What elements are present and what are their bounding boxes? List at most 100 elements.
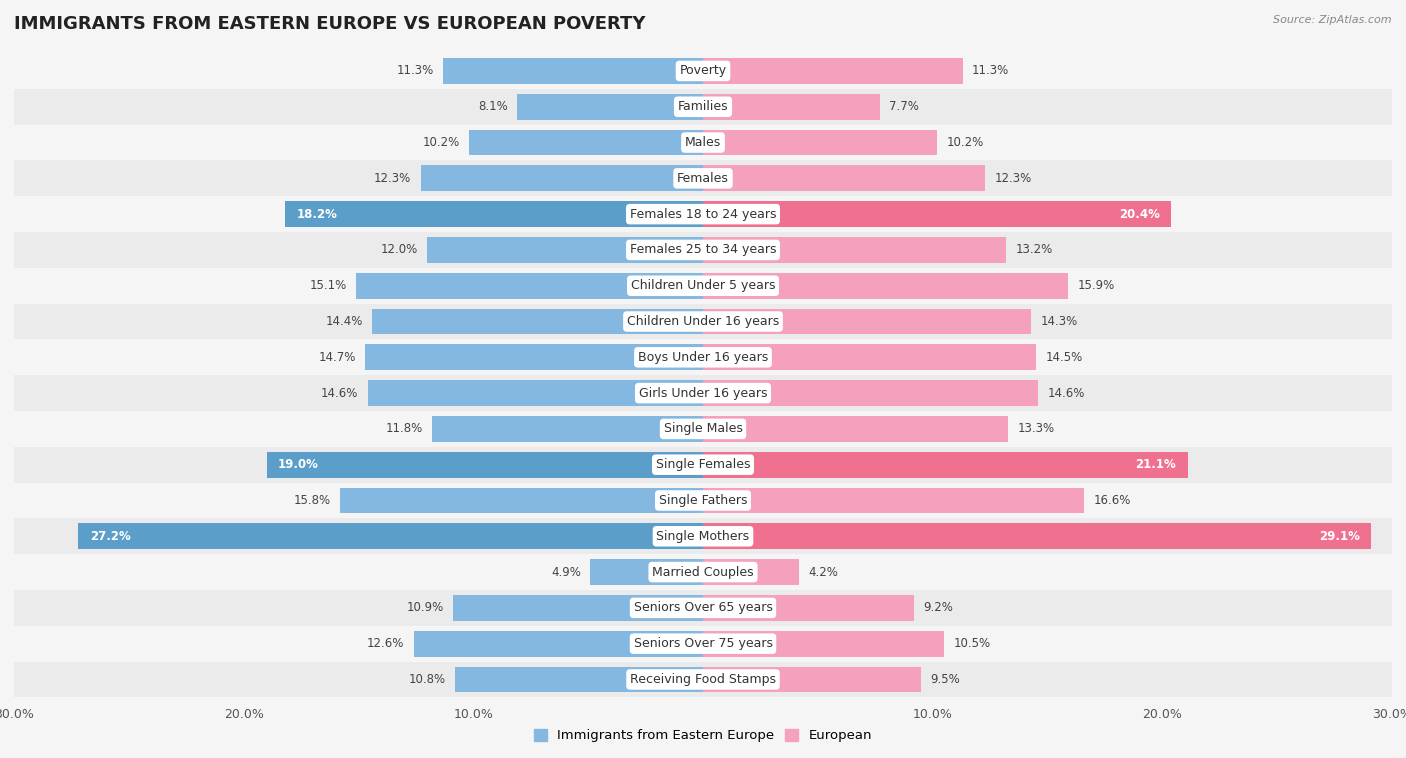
Text: 11.8%: 11.8% [385, 422, 423, 435]
Text: 14.6%: 14.6% [321, 387, 359, 399]
Bar [703, 273, 1069, 299]
Bar [14, 89, 1392, 124]
Bar [285, 201, 703, 227]
Text: 9.2%: 9.2% [924, 601, 953, 615]
Text: Children Under 16 years: Children Under 16 years [627, 315, 779, 328]
Text: 20.4%: 20.4% [1119, 208, 1160, 221]
Bar [356, 273, 703, 299]
Text: Seniors Over 65 years: Seniors Over 65 years [634, 601, 772, 615]
Text: Females 18 to 24 years: Females 18 to 24 years [630, 208, 776, 221]
Text: 14.6%: 14.6% [1047, 387, 1085, 399]
Text: 10.2%: 10.2% [946, 136, 984, 149]
Bar [420, 165, 703, 191]
Bar [703, 595, 914, 621]
Bar [468, 130, 703, 155]
Bar [703, 201, 1171, 227]
Text: Males: Males [685, 136, 721, 149]
Bar [591, 559, 703, 585]
Text: 10.5%: 10.5% [953, 637, 990, 650]
Text: 10.8%: 10.8% [409, 673, 446, 686]
Bar [14, 518, 1392, 554]
Text: 12.3%: 12.3% [374, 172, 412, 185]
Bar [703, 309, 1032, 334]
Text: 15.1%: 15.1% [309, 279, 347, 293]
Text: Seniors Over 75 years: Seniors Over 75 years [634, 637, 772, 650]
Bar [703, 344, 1036, 370]
Bar [427, 237, 703, 263]
Bar [340, 487, 703, 513]
Bar [14, 411, 1392, 446]
Text: 27.2%: 27.2% [90, 530, 131, 543]
Bar [14, 124, 1392, 161]
Bar [517, 94, 703, 120]
Bar [703, 666, 921, 692]
Bar [373, 309, 703, 334]
Text: 14.3%: 14.3% [1040, 315, 1078, 328]
Bar [432, 416, 703, 442]
Bar [703, 452, 1188, 478]
Text: Children Under 5 years: Children Under 5 years [631, 279, 775, 293]
Text: 29.1%: 29.1% [1319, 530, 1360, 543]
Text: IMMIGRANTS FROM EASTERN EUROPE VS EUROPEAN POVERTY: IMMIGRANTS FROM EASTERN EUROPE VS EUROPE… [14, 15, 645, 33]
Text: Single Mothers: Single Mothers [657, 530, 749, 543]
Text: 12.0%: 12.0% [381, 243, 418, 256]
Bar [703, 130, 938, 155]
Text: Females: Females [678, 172, 728, 185]
Text: 15.8%: 15.8% [294, 494, 330, 507]
Bar [703, 237, 1007, 263]
Text: 15.9%: 15.9% [1077, 279, 1115, 293]
Bar [703, 631, 945, 656]
Text: 10.9%: 10.9% [406, 601, 443, 615]
Text: Poverty: Poverty [679, 64, 727, 77]
Bar [14, 483, 1392, 518]
Bar [14, 662, 1392, 697]
Legend: Immigrants from Eastern Europe, European: Immigrants from Eastern Europe, European [534, 729, 872, 742]
Bar [703, 381, 1038, 406]
Bar [14, 554, 1392, 590]
Text: 19.0%: 19.0% [278, 458, 319, 471]
Bar [368, 381, 703, 406]
Bar [79, 524, 703, 549]
Bar [456, 666, 703, 692]
Bar [366, 344, 703, 370]
Text: 21.1%: 21.1% [1135, 458, 1175, 471]
Bar [703, 165, 986, 191]
Text: Females 25 to 34 years: Females 25 to 34 years [630, 243, 776, 256]
Bar [14, 446, 1392, 483]
Text: 14.7%: 14.7% [319, 351, 356, 364]
Text: 4.9%: 4.9% [551, 565, 581, 578]
Text: 8.1%: 8.1% [478, 100, 508, 113]
Text: Girls Under 16 years: Girls Under 16 years [638, 387, 768, 399]
Text: 7.7%: 7.7% [889, 100, 920, 113]
Bar [14, 375, 1392, 411]
Text: 18.2%: 18.2% [297, 208, 337, 221]
Text: Single Males: Single Males [664, 422, 742, 435]
Text: 4.2%: 4.2% [808, 565, 838, 578]
Bar [14, 304, 1392, 340]
Bar [14, 268, 1392, 304]
Text: 16.6%: 16.6% [1094, 494, 1130, 507]
Text: 9.5%: 9.5% [931, 673, 960, 686]
Text: 14.5%: 14.5% [1045, 351, 1083, 364]
Bar [413, 631, 703, 656]
Bar [703, 487, 1084, 513]
Text: Boys Under 16 years: Boys Under 16 years [638, 351, 768, 364]
Bar [14, 161, 1392, 196]
Text: 11.3%: 11.3% [396, 64, 434, 77]
Bar [703, 58, 963, 84]
Bar [453, 595, 703, 621]
Bar [443, 58, 703, 84]
Text: 10.2%: 10.2% [422, 136, 460, 149]
Text: Families: Families [678, 100, 728, 113]
Bar [14, 196, 1392, 232]
Bar [14, 340, 1392, 375]
Text: 12.3%: 12.3% [994, 172, 1032, 185]
Bar [14, 232, 1392, 268]
Bar [267, 452, 703, 478]
Bar [703, 416, 1008, 442]
Text: Single Fathers: Single Fathers [659, 494, 747, 507]
Text: 13.3%: 13.3% [1018, 422, 1054, 435]
Text: Receiving Food Stamps: Receiving Food Stamps [630, 673, 776, 686]
Bar [703, 559, 800, 585]
Bar [14, 590, 1392, 626]
